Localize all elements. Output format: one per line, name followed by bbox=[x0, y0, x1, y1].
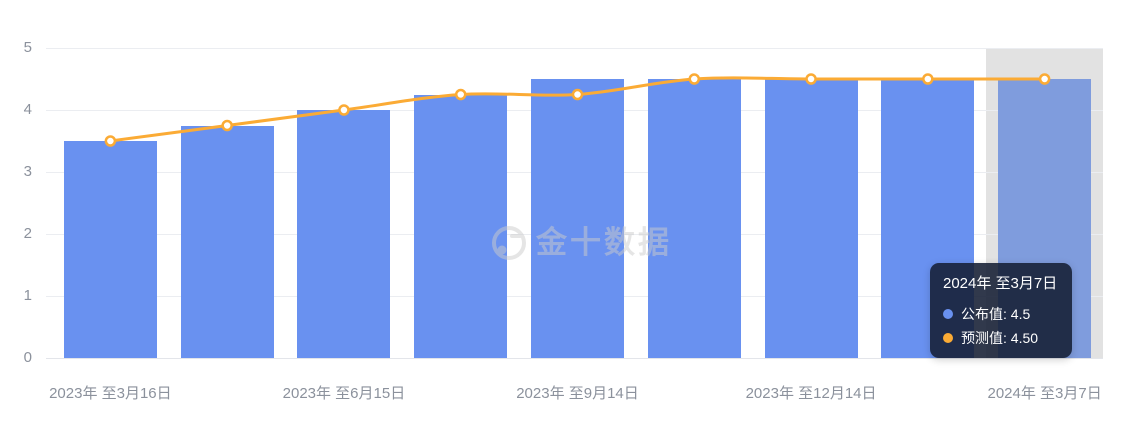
bar-[interactable] bbox=[647, 79, 741, 358]
y-axis-label: 3 bbox=[23, 163, 32, 180]
tooltip-row-text: 公布值: 4.5 bbox=[961, 306, 1031, 322]
tooltip-title: 2024年 至3月7日 bbox=[943, 275, 1058, 292]
y-axis-label: 5 bbox=[23, 39, 32, 56]
gridline-y-0 bbox=[46, 358, 1103, 359]
bar-[interactable] bbox=[180, 125, 274, 358]
tooltip: 2024年 至3月7日 公布值: 4.5 预测值: 4.50 bbox=[930, 263, 1072, 358]
tooltip-row: 预测值: 4.50 bbox=[943, 326, 1059, 350]
series-legend-dot-icon bbox=[943, 333, 953, 343]
gridline-y-5 bbox=[46, 48, 1103, 49]
bar-2023年-至9月14日[interactable] bbox=[531, 79, 624, 358]
x-axis-label: 2023年 至6月15日 bbox=[282, 385, 406, 402]
y-axis-label: 1 bbox=[23, 287, 32, 304]
watermark-text: 金十数据 bbox=[536, 225, 672, 260]
series-legend-dot-icon bbox=[943, 309, 953, 319]
tooltip-rows: 公布值: 4.5 预测值: 4.50 bbox=[943, 302, 1059, 350]
x-axis-label: 2023年 至9月14日 bbox=[516, 385, 639, 402]
watermark: 金十数据 bbox=[490, 223, 672, 263]
x-axis-label: 2023年 至3月16日 bbox=[49, 385, 172, 402]
bar-2023年-至6月15日[interactable] bbox=[297, 110, 391, 358]
y-axis-label: 4 bbox=[23, 101, 32, 118]
y-axis-label: 0 bbox=[23, 349, 32, 366]
jin10-logo-icon bbox=[492, 226, 526, 260]
tooltip-row-text: 预测值: 4.50 bbox=[961, 330, 1039, 346]
y-axis-label: 2 bbox=[23, 225, 32, 242]
tooltip-row: 公布值: 4.5 bbox=[943, 302, 1059, 326]
bar-2023年-至12月14日[interactable] bbox=[764, 79, 858, 358]
bar-2023年-至3月16日[interactable] bbox=[63, 141, 157, 358]
x-axis-label: 2023年 至12月14日 bbox=[745, 385, 877, 402]
x-axis-label: 2024年 至3月7日 bbox=[987, 385, 1102, 402]
